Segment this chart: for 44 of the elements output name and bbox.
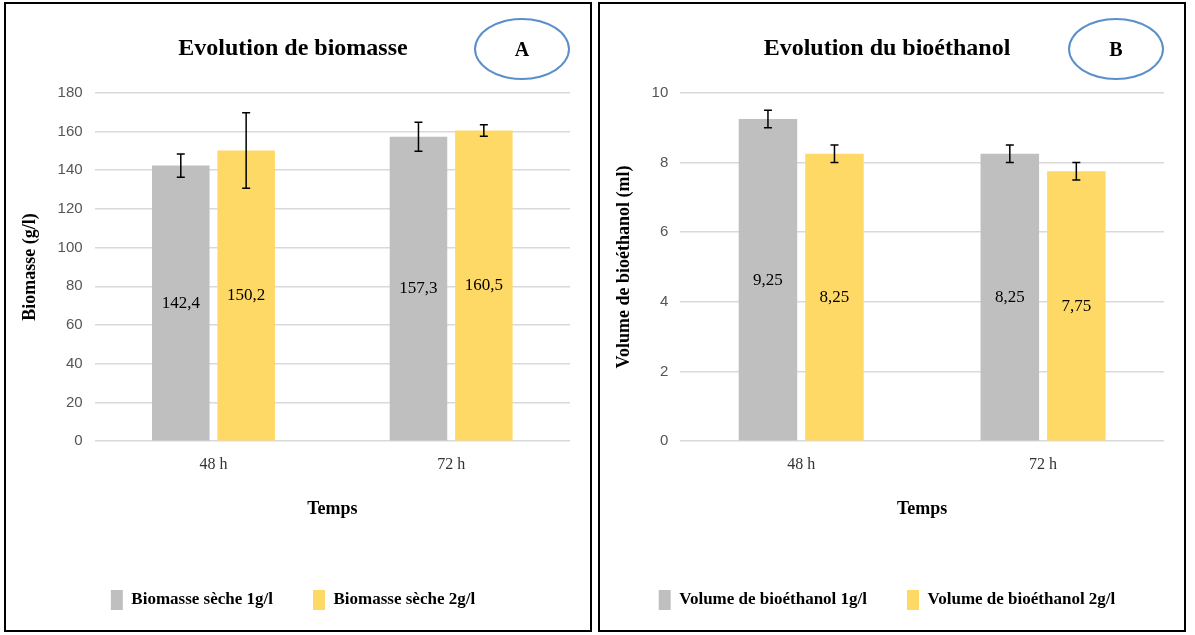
y-tick-label: 120 xyxy=(57,199,83,217)
y-tick-label: 100 xyxy=(57,237,83,255)
legend-label: Volume de bioéthanol 2g/l xyxy=(927,589,1116,609)
bar xyxy=(152,165,210,441)
y-tick-label: 0 xyxy=(659,431,669,449)
bar xyxy=(389,136,448,441)
y-tick-label: 4 xyxy=(659,291,669,309)
y-tick-label: 40 xyxy=(65,353,83,371)
ellipse-outline: B xyxy=(1068,18,1164,80)
y-tick-label: 140 xyxy=(57,160,83,178)
data-label: 157,3 xyxy=(399,278,438,298)
y-tick-label: 180 xyxy=(57,82,83,100)
y-tick-label: 0 xyxy=(74,431,83,449)
y-axis-title: Volume de bioéthanol (ml) xyxy=(613,165,635,369)
legend-label: Biomasse sèche 2g/l xyxy=(333,589,476,609)
y-tick-label: 80 xyxy=(65,276,83,294)
y-tick-label: 8 xyxy=(659,152,669,170)
data-label: 142,4 xyxy=(161,292,201,312)
x-tick-label: 48 h xyxy=(199,455,228,472)
y-tick-label: 60 xyxy=(65,315,83,333)
data-label: 7,75 xyxy=(1061,295,1092,315)
data-label: 8,25 xyxy=(819,286,850,306)
y-tick-label: 6 xyxy=(659,222,669,240)
x-axis-title: Temps xyxy=(307,497,358,518)
ellipse-outline: A xyxy=(474,18,570,80)
x-tick-label: 72 h xyxy=(437,455,466,472)
legend-label: Volume de bioéthanol 1g/l xyxy=(679,589,868,609)
y-tick-label: 2 xyxy=(659,361,669,379)
data-label: 150,2 xyxy=(227,285,266,305)
data-label: 9,25 xyxy=(753,269,783,289)
data-label: 160,5 xyxy=(464,275,503,295)
data-label: 8,25 xyxy=(994,286,1025,306)
legend-label: Biomasse sèche 1g/l xyxy=(131,589,274,609)
bar xyxy=(455,130,513,441)
x-axis-title: Temps xyxy=(896,497,948,518)
y-tick-label: 10 xyxy=(651,82,669,100)
y-tick-label: 160 xyxy=(57,121,83,139)
y-tick-label: 20 xyxy=(65,392,83,410)
y-axis-title: Biomasse (g/l) xyxy=(19,213,41,321)
chart-title: Evolution du bioéthanol xyxy=(763,33,1011,60)
x-tick-label: 48 h xyxy=(787,455,816,472)
bar xyxy=(217,150,275,441)
chart-title: Evolution de biomasse xyxy=(178,33,409,60)
x-tick-label: 72 h xyxy=(1029,455,1058,472)
